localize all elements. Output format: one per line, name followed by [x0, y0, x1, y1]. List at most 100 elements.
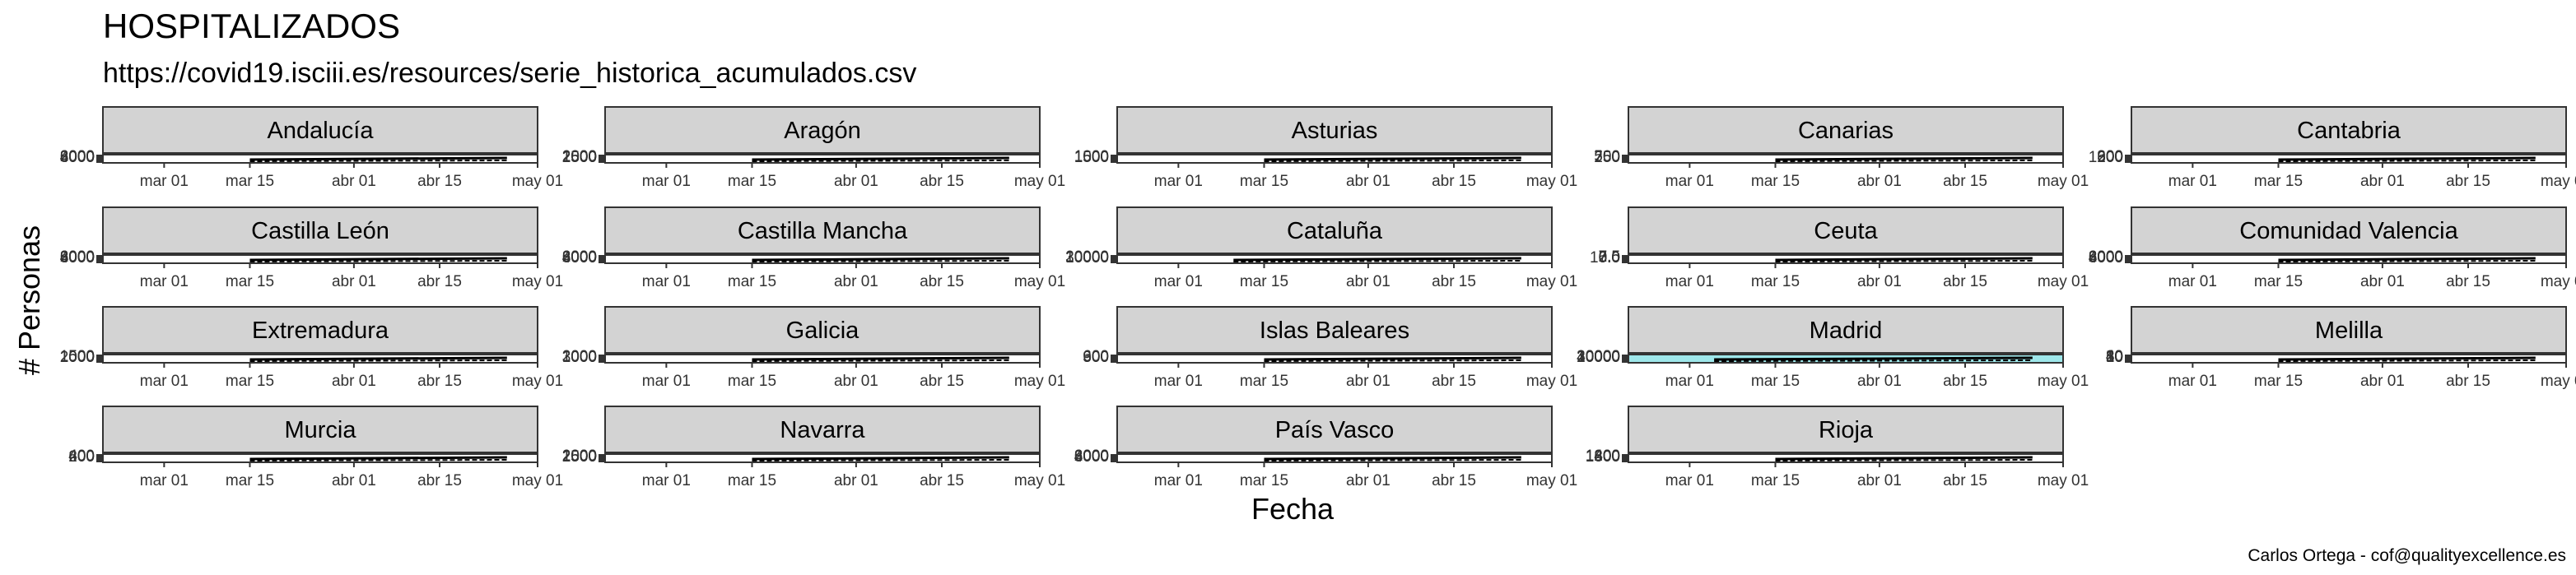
y-tick-label: 500 [68, 348, 95, 365]
y-tick-marks [599, 454, 604, 462]
y-tick-marks [1622, 454, 1628, 462]
y-tick-label: 40000 [1577, 349, 1620, 366]
x-tick-label: mar 15 [2254, 173, 2303, 190]
y-tick-marks [1622, 355, 1628, 363]
series-line-lower [1775, 160, 2033, 162]
y-tick-label: 50 [2106, 349, 2123, 366]
x-tick-label: abr 15 [920, 273, 964, 290]
x-tick-label: abr 01 [1857, 173, 1902, 190]
x-tick-label: abr 01 [332, 472, 376, 489]
y-tick-label: 4000 [562, 249, 597, 267]
y-tick-marks [96, 355, 102, 363]
series-line-lower [752, 459, 1009, 461]
facet-strip-label: Cataluña [1287, 218, 1383, 244]
x-tick-label: mar 01 [642, 472, 691, 489]
x-tick-label: abr 15 [2446, 173, 2490, 190]
x-tick-label: mar 01 [1665, 173, 1714, 190]
y-tick-label: 0.0 [1599, 249, 1620, 267]
x-tick-label: abr 15 [2446, 273, 2490, 290]
x-tick-label: abr 01 [1857, 472, 1902, 489]
x-tick-label: may 01 [1014, 373, 1065, 390]
facet-strip [1116, 306, 1553, 354]
y-tick-label: 8000 [1074, 448, 1109, 466]
facet-strip-label: Cantabria [2297, 118, 2401, 144]
facet-strip [1628, 206, 2064, 254]
x-tick-label: may 01 [2541, 373, 2576, 390]
y-tick-label: 200 [68, 448, 95, 466]
series-line [2278, 156, 2536, 161]
x-tick-label: abr 15 [1943, 373, 1987, 390]
y-tick-label: 1200 [2089, 149, 2123, 166]
x-tick-label: abr 01 [834, 472, 878, 489]
chart-caption: Carlos Ortega - cof@qualityexcellence.es [2248, 546, 2566, 565]
facet-strip [102, 106, 538, 154]
x-tick-label: abr 01 [2360, 273, 2405, 290]
y-tick-label: 2000 [60, 349, 95, 366]
y-tick-label: 1500 [562, 149, 597, 166]
x-tick-label: mar 01 [140, 173, 189, 190]
y-tick-label: 6000 [60, 148, 95, 165]
facet-strip-label: Murcia [284, 417, 356, 443]
y-tick-label: 8000 [562, 249, 597, 267]
series-line-lower [1264, 160, 1521, 162]
chart-subtitle: https://covid19.isciii.es/resources/seri… [103, 58, 917, 89]
y-tick-label: 2500 [562, 448, 597, 466]
x-tick-label: abr 01 [1857, 273, 1902, 290]
x-tick-label: mar 01 [140, 472, 189, 489]
series-line [249, 456, 507, 461]
x-tick-label: mar 01 [2168, 173, 2217, 190]
x-tick-label: mar 01 [140, 273, 189, 290]
y-tick-marks [599, 355, 604, 363]
x-tick-label: abr 01 [2360, 373, 2405, 390]
y-tick-label: 5.0 [1599, 249, 1620, 267]
x-tick-label: mar 15 [226, 373, 274, 390]
x-tick-label: mar 01 [1154, 173, 1203, 190]
series-line-lower [249, 260, 507, 262]
facet-strip-label: Aragón [784, 118, 861, 144]
facet-strip [102, 406, 538, 453]
x-tick-label: mar 15 [1240, 273, 1288, 290]
x-tick-label: abr 01 [332, 373, 376, 390]
x-tick-label: abr 15 [1432, 173, 1476, 190]
y-tick-label: 30 [2106, 349, 2123, 366]
x-tick-label: mar 15 [1240, 472, 1288, 489]
facet-strip [604, 306, 1041, 354]
facet-strip-label: Castilla León [251, 218, 389, 244]
y-tick-label: 4000 [1074, 448, 1109, 466]
facet-strip [2131, 306, 2567, 354]
series-line [1775, 156, 2033, 161]
x-axis-label: Fecha [1251, 492, 1335, 526]
x-tick-label: may 01 [2038, 472, 2089, 489]
y-tick-label: 500 [1083, 149, 1109, 166]
y-tick-label: 600 [68, 448, 95, 466]
x-tick-label: may 01 [1526, 173, 1577, 190]
facet-strip-label: Rioja [1819, 417, 1874, 443]
x-tick-label: abr 15 [920, 373, 964, 390]
x-tick-label: mar 15 [2254, 273, 2303, 290]
series-line-lower [249, 459, 507, 461]
facet-strip [604, 406, 1041, 453]
series-line-lower [752, 260, 1009, 262]
y-tick-label: 1000 [60, 349, 95, 366]
x-tick-label: mar 01 [1665, 373, 1714, 390]
series-line [752, 257, 1009, 262]
y-tick-label: 3000 [562, 349, 597, 366]
y-tick-label: 500 [571, 448, 597, 466]
y-tick-marks [1622, 155, 1628, 163]
y-tick-label: 300 [1083, 349, 1109, 366]
facet-strip-label: Islas Baleares [1260, 318, 1409, 344]
y-tick-label: 1000 [1074, 148, 1109, 165]
facet-strip-label: Madrid [1810, 318, 1883, 344]
facet-strip-label: Castilla Mancha [738, 218, 908, 244]
series-line-lower [249, 359, 507, 362]
